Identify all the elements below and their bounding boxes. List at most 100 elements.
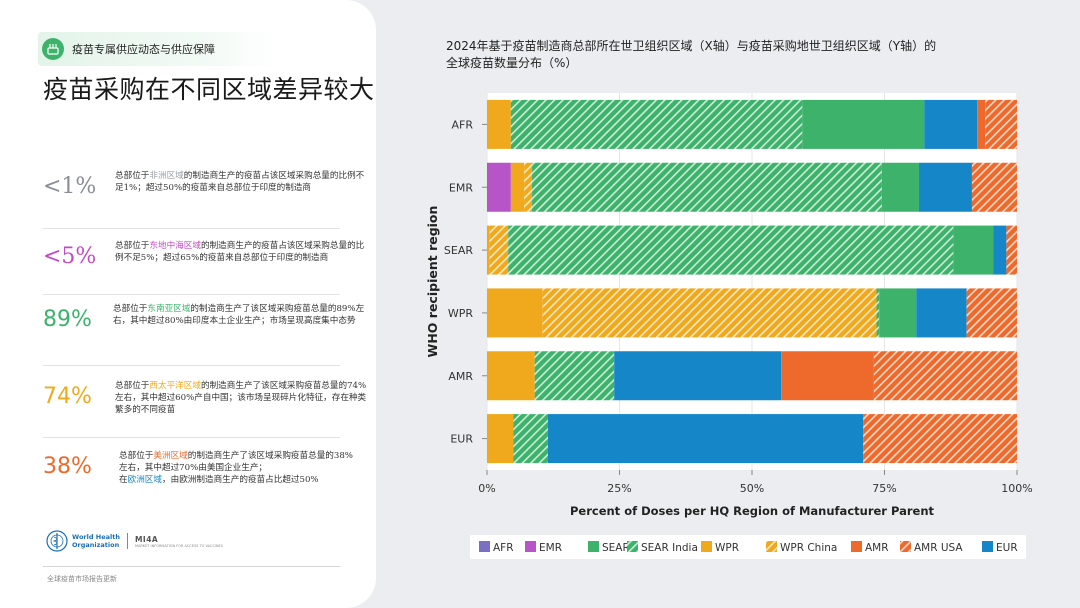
bar-segment-amr-eur [614, 351, 782, 401]
stat-value: <5% [43, 244, 97, 269]
logos: World Health Organization MI4A MARKET IN… [46, 530, 223, 552]
legend-swatch-eur [982, 541, 993, 552]
y-tick-label: EUR [450, 433, 473, 446]
bar-segment-sear-wpr-china [489, 225, 509, 275]
chart-title-line1: 2024年基于疫苗制造商总部所在世卫组织区域（X轴）与疫苗采购地世卫组织区域（Y… [446, 39, 937, 53]
who-emblem-icon [46, 530, 68, 552]
vaccine-icon [42, 38, 64, 60]
bar-segment-wpr-wpr [487, 288, 543, 338]
bar-segment-wpr-amr-usa [966, 288, 1017, 338]
bar-segment-eur-sear-india [513, 414, 548, 464]
legend-swatch-amr-usa [900, 541, 911, 552]
mi4a-logo-sub: MARKET INFORMATION FOR ACCESS TO VACCINE… [134, 543, 223, 548]
bar-segment-wpr-eur [916, 288, 967, 338]
y-tick-label: AMR [448, 370, 473, 383]
stat-desc-text: ，由欧洲制造商生产的疫苗占比超过50% [162, 475, 319, 485]
stat-value: 89% [43, 307, 92, 332]
stat-item: <5% 总部位于东地中海区域的制造商生产的疫苗占该区域采购总量的比例不足5%；超过… [43, 240, 373, 310]
stat-separator [43, 228, 340, 229]
bar-segment-wpr-sear [879, 288, 917, 338]
x-axis-label: Percent of Doses per HQ Region of Manufa… [570, 504, 935, 518]
stat-desc-pre: 在 [119, 475, 128, 485]
bar-segment-eur-wpr [487, 414, 514, 464]
bar-segment-sear-wpr [487, 225, 490, 275]
bar-segment-eur-amr-usa [863, 414, 1017, 464]
bar-segment-sear-sear [953, 225, 994, 275]
bar-segment-afr-amr [977, 99, 986, 149]
stat-desc-text: 的制造商生产的疫苗占该区域采购总量的比例不足5%；超过65%的疫苗来自总部位于印… [115, 241, 365, 263]
bar-segment-emr-eur [918, 162, 972, 212]
who-logo-line2: Organization [72, 541, 120, 549]
bar-segment-emr-sear-india [532, 162, 882, 212]
x-tick-label: 75% [872, 482, 896, 495]
section-tag: 疫苗专属供应动态与供应保障 [38, 32, 278, 66]
legend-swatch-emr [525, 541, 536, 552]
logo-separator [126, 533, 128, 549]
y-tick-label: AFR [452, 118, 474, 131]
chart-title-line2: 全球疫苗数量分布（%） [446, 56, 578, 70]
bar-segment-afr-amr-usa [985, 99, 1017, 149]
legend-label: SEAR India [641, 542, 698, 554]
legend-label: AMR [865, 542, 889, 554]
footer-rule [43, 566, 340, 567]
legend-label: AFR [493, 542, 514, 554]
bar-segment-sear-eur [993, 225, 1007, 275]
gridlines [486, 93, 1018, 470]
stat-item: 38% 总部位于美洲区域的制造商生产了该区域采购疫苗总量的38%左右，其中超过70… [43, 450, 373, 520]
x-tick-label: 100% [1001, 482, 1032, 495]
stat-desc-region: 西太平洋区域 [149, 381, 201, 391]
who-logo-line1: World Health [72, 533, 120, 541]
bar-segment-afr-sear-india [510, 99, 803, 149]
bar-segment-afr-wpr [487, 99, 511, 149]
bar-segment-wpr-sear-india [876, 288, 880, 338]
y-axis-label: WHO recipient region [425, 206, 440, 358]
legend-label: SEAR [602, 542, 630, 554]
y-tick-label: WPR [448, 307, 474, 320]
stat-desc-pre: 总部位于 [119, 451, 154, 461]
bar-segment-emr-wpr [510, 162, 525, 212]
chart-title: 2024年基于疫苗制造商总部所在世卫组织区域（X轴）与疫苗采购地世卫组织区域（Y… [446, 38, 1016, 72]
stat-value: <1% [43, 174, 97, 199]
stat-description: 总部位于西太平洋区域的制造商生产了该区域采购疫苗总量的74%左右，其中超过60%… [115, 380, 369, 416]
stat-desc-pre: 总部位于 [115, 171, 150, 181]
bars: AFR EMR SEAR WPR AMR EUR [444, 99, 1017, 464]
stat-desc-region: 非洲区域 [149, 171, 184, 181]
left-panel [0, 0, 376, 608]
legend-swatch-wpr-china [766, 541, 777, 552]
bar-segment-amr-amr [781, 351, 874, 401]
bar-segment-amr-wpr [487, 351, 535, 401]
mi4a-logo-text: MI4A [134, 534, 159, 544]
who-logo-text: World Health Organization [72, 533, 120, 549]
bar-segment-emr-wpr-china [524, 162, 533, 212]
bar-segment-afr-sear [802, 99, 925, 149]
bar-segment-emr-emr [487, 162, 511, 212]
stat-desc-pre: 总部位于 [115, 381, 150, 391]
stat-desc-pre: 总部位于 [113, 304, 148, 314]
x-axis: 0% 25% 50% 75% 100% [478, 470, 1033, 495]
stat-desc-text: 的制造商生产的疫苗占该区域采购总量的比例不足1%；超过50%的疫苗来自总部位于印… [115, 171, 365, 193]
legend-label: EUR [996, 542, 1018, 554]
bar-segment-sear-sear-india [508, 225, 954, 275]
bar-segment-eur-eur [547, 414, 864, 464]
bar-segment-sear-amr-usa [1006, 225, 1017, 275]
x-tick-label: 50% [740, 482, 764, 495]
stat-separator [43, 294, 340, 295]
stat-desc-text: 的制造商生产了该区域采购疫苗总量的38%左右，其中超过70%由美国企业生产； [119, 451, 353, 473]
bar-segment-emr-amr-usa [971, 162, 1017, 212]
footer-text: 全球疫苗市场报告更新 [47, 575, 117, 583]
legend-swatch-amr [851, 541, 862, 552]
y-tick-label: EMR [449, 181, 473, 194]
page-headline: 疫苗采购在不同区域差异较大 [43, 75, 375, 104]
stat-desc-region: 美洲区域 [153, 451, 188, 461]
legend-label: WPR China [780, 542, 837, 554]
stat-desc-text: 的制造商生产了该区域采购疫苗总量的74%左右，其中超过60%产自中国；该市场呈现… [115, 381, 367, 415]
stat-description: 总部位于美洲区域的制造商生产了该区域采购疫苗总量的38%左右，其中超过70%由美… [119, 450, 355, 486]
bar-segment-emr-sear [881, 162, 919, 212]
mi4a-logo: MI4A MARKET INFORMATION FOR ACCESS TO VA… [135, 535, 223, 548]
stat-value: 38% [43, 454, 92, 479]
stat-separator [43, 365, 340, 366]
legend: AFR EMR SEAR SEAR India WPR WPR China AMR AMR U… [470, 535, 1026, 559]
legend-label: EMR [539, 542, 562, 554]
stat-description: 总部位于非洲区域的制造商生产的疫苗占该区域采购总量的比例不足1%；超过50%的疫… [115, 170, 369, 194]
section-tag-label: 疫苗专属供应动态与供应保障 [72, 43, 215, 56]
